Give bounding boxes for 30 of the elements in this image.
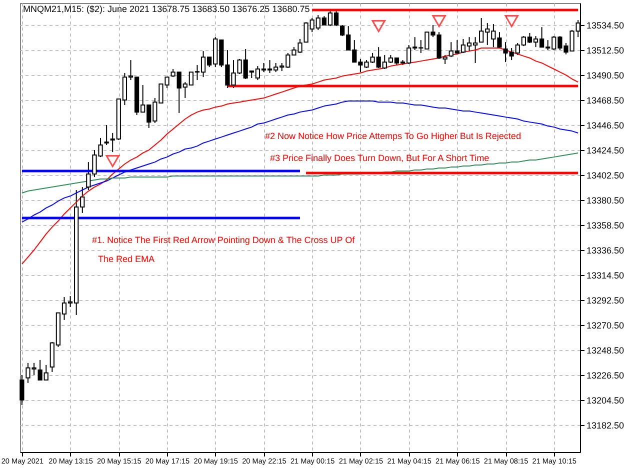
annotation: #1. Notice The First Red Arrow Pointing Down & The Cross UP Of bbox=[92, 235, 356, 245]
y-tick-label: 13534.50 bbox=[586, 20, 624, 31]
y-tick-label: 13314.50 bbox=[586, 270, 624, 280]
y-tick-label: 13402.50 bbox=[586, 170, 624, 181]
y-tick-label: 13424.50 bbox=[586, 146, 624, 156]
line-series bbox=[21, 100, 579, 223]
point bbox=[106, 154, 120, 168]
point bbox=[432, 15, 446, 28]
y-tick-label: 13336.50 bbox=[586, 245, 624, 256]
chart-title: MNQM21,M15: ($2): June 2021 13678.75 13683.50 13676.25 13680.75 bbox=[23, 4, 310, 14]
annotation: #3 Price Finally Does Turn Down, But For A Short Time bbox=[270, 153, 490, 163]
y-tick-label: 13468.50 bbox=[586, 96, 624, 106]
candlestick bbox=[104, 124, 109, 146]
y-tick-label: 13490.50 bbox=[586, 70, 624, 81]
y-tick-label: 13204.50 bbox=[586, 395, 624, 406]
point bbox=[504, 15, 518, 28]
y-tick-label: 13446.50 bbox=[586, 120, 624, 131]
y-tick-label: 13270.50 bbox=[586, 320, 624, 330]
y-tick-label: 13226.50 bbox=[586, 370, 624, 380]
y-tick-label: 13292.50 bbox=[586, 295, 624, 306]
line-series bbox=[21, 152, 579, 194]
y-tick-label: 13380.50 bbox=[586, 196, 624, 206]
candlestick bbox=[20, 374, 24, 406]
y-tick-label: 13182.50 bbox=[586, 420, 624, 430]
y-tick-label: 13358.50 bbox=[586, 220, 624, 230]
annotation: The Red EMA bbox=[98, 254, 155, 264]
point bbox=[372, 20, 386, 32]
y-tick-label: 13512.50 bbox=[586, 46, 624, 56]
annotation: #2 Now Notice How Price Attemps To Go Higher But Is Rejected bbox=[265, 131, 521, 141]
y-tick-label: 13248.50 bbox=[586, 345, 624, 356]
